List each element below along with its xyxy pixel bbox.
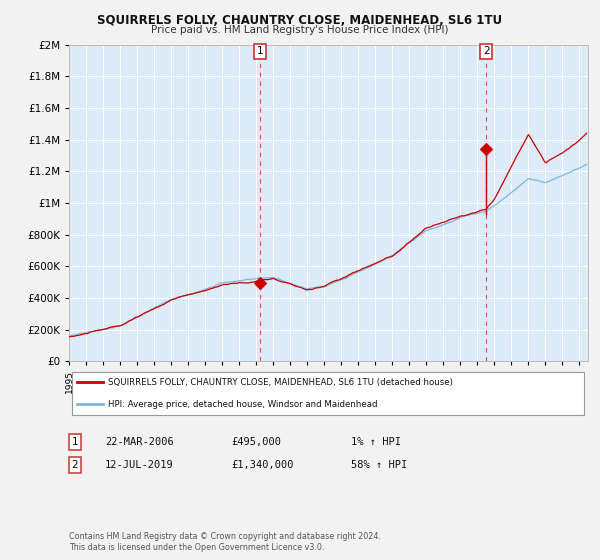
Text: 12-JUL-2019: 12-JUL-2019 bbox=[105, 460, 174, 470]
Text: SQUIRRELS FOLLY, CHAUNTRY CLOSE, MAIDENHEAD, SL6 1TU (detached house): SQUIRRELS FOLLY, CHAUNTRY CLOSE, MAIDENH… bbox=[108, 378, 453, 387]
Text: 1: 1 bbox=[257, 46, 263, 56]
Point bbox=[255, 278, 265, 287]
Text: 2: 2 bbox=[483, 46, 490, 56]
Text: 1% ↑ HPI: 1% ↑ HPI bbox=[351, 437, 401, 447]
Text: Contains HM Land Registry data © Crown copyright and database right 2024.
This d: Contains HM Land Registry data © Crown c… bbox=[69, 532, 381, 552]
Text: 22-MAR-2006: 22-MAR-2006 bbox=[105, 437, 174, 447]
Text: Price paid vs. HM Land Registry's House Price Index (HPI): Price paid vs. HM Land Registry's House … bbox=[151, 25, 449, 35]
Text: 58% ↑ HPI: 58% ↑ HPI bbox=[351, 460, 407, 470]
Text: 1: 1 bbox=[71, 437, 79, 447]
Text: HPI: Average price, detached house, Windsor and Maidenhead: HPI: Average price, detached house, Wind… bbox=[108, 400, 377, 409]
Text: £495,000: £495,000 bbox=[231, 437, 281, 447]
Text: 2: 2 bbox=[71, 460, 79, 470]
Text: £1,340,000: £1,340,000 bbox=[231, 460, 293, 470]
Text: SQUIRRELS FOLLY, CHAUNTRY CLOSE, MAIDENHEAD, SL6 1TU: SQUIRRELS FOLLY, CHAUNTRY CLOSE, MAIDENH… bbox=[97, 14, 503, 27]
FancyBboxPatch shape bbox=[71, 371, 584, 416]
Point bbox=[482, 144, 491, 153]
